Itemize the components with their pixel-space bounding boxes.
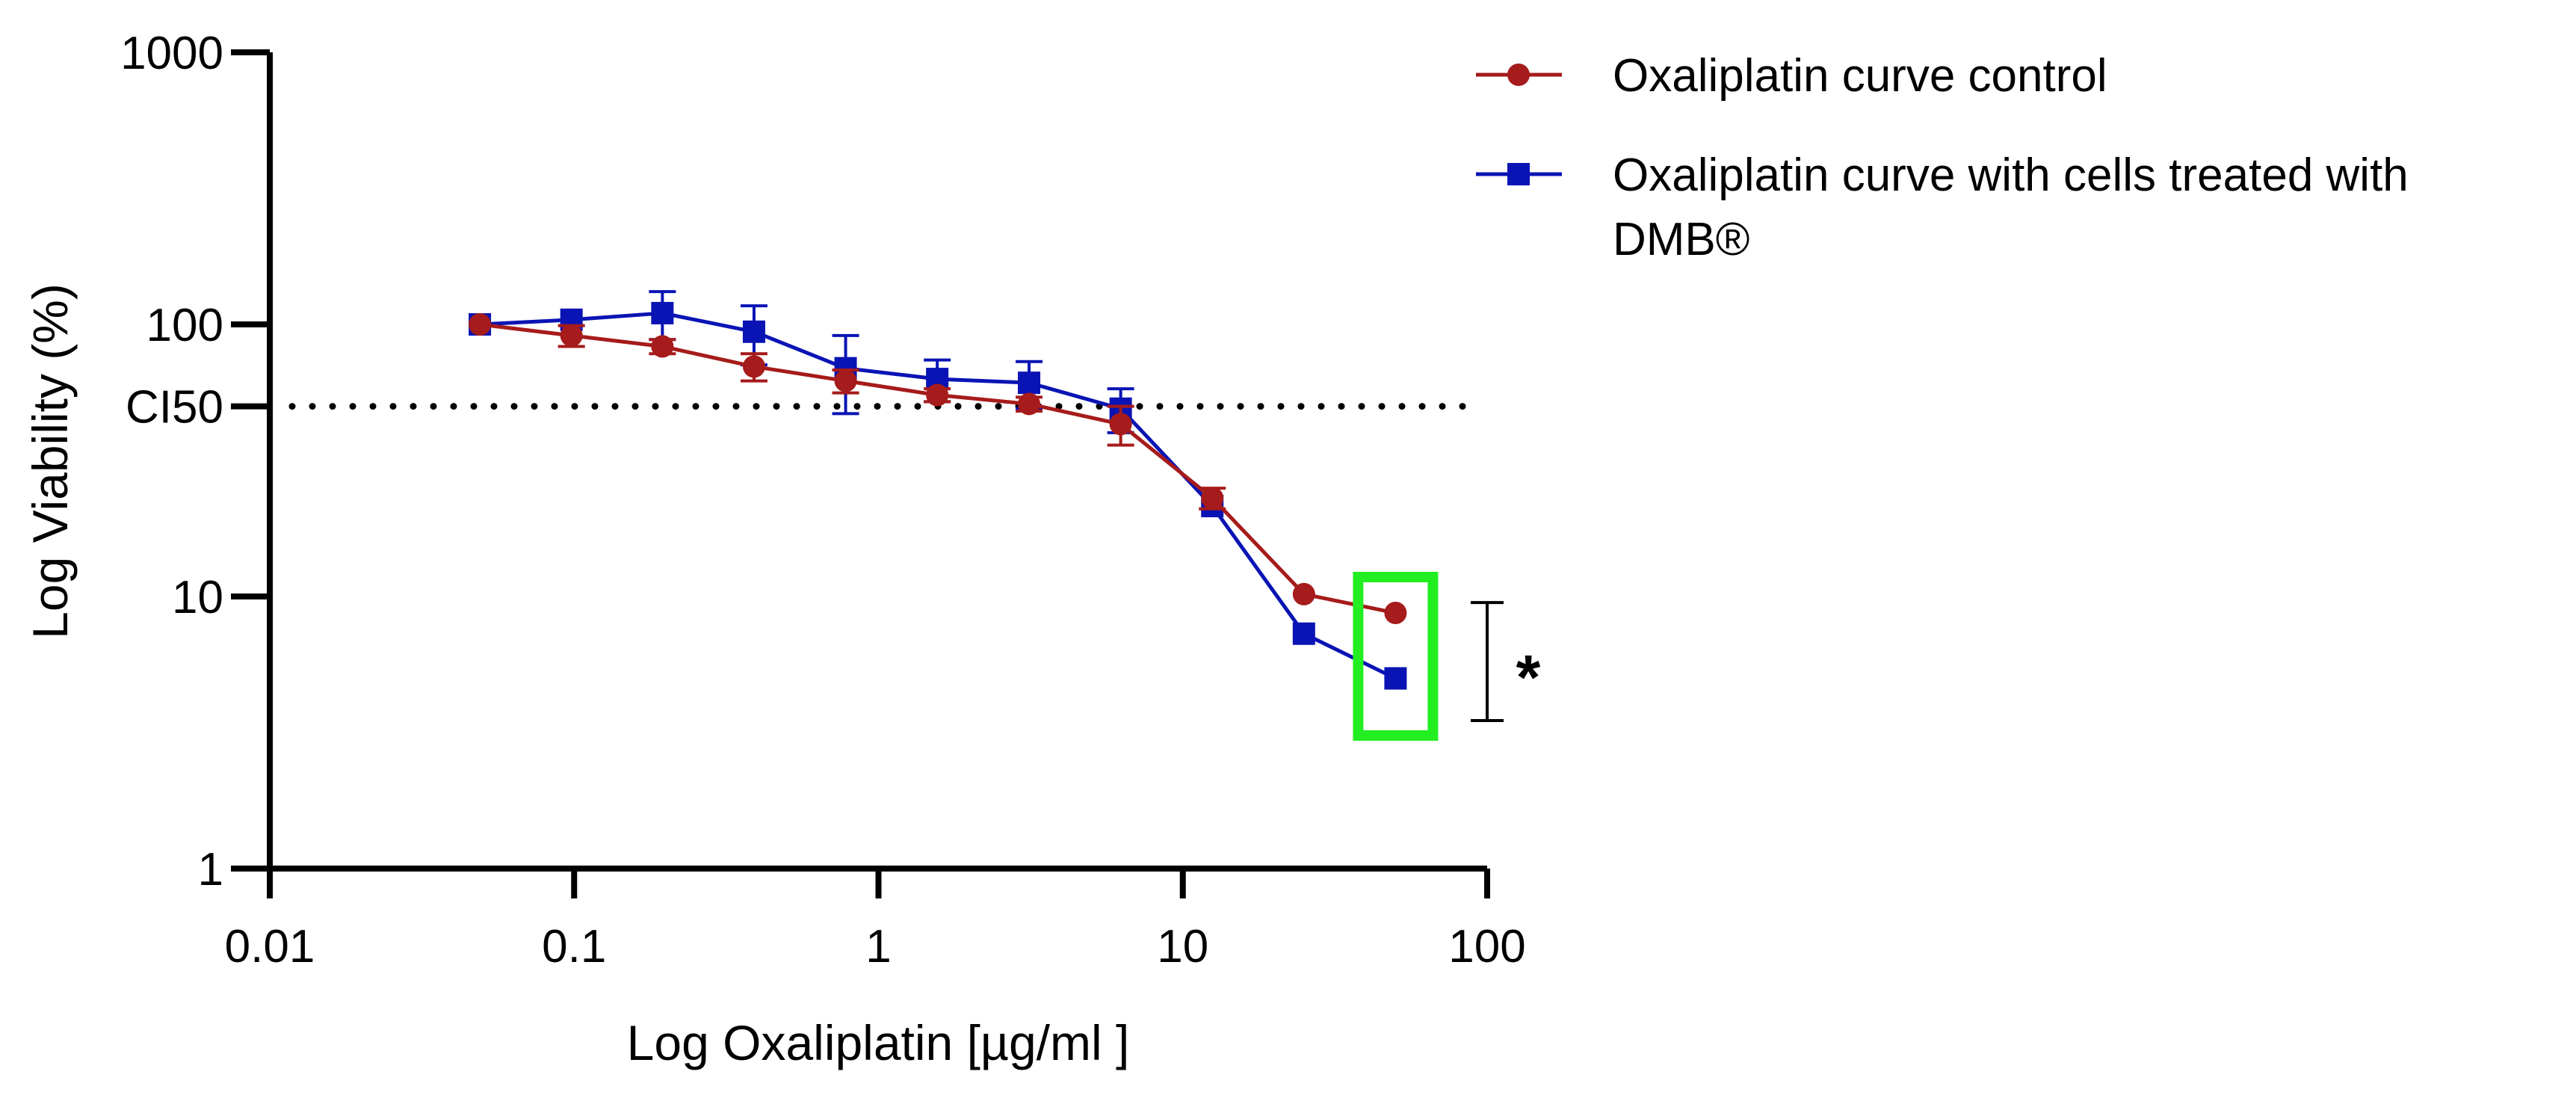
data-point (742, 355, 765, 378)
data-point (742, 320, 765, 343)
y-tick-label: 100 (146, 300, 223, 351)
data-point (651, 335, 674, 358)
x-axis-title: Log Oxaliplatin [µg/ml ] (627, 1015, 1130, 1070)
legend-label: Oxaliplatin curve control (1613, 50, 2107, 102)
y-tick-label: 1 (198, 844, 223, 895)
x-tick-label: 0.1 (542, 921, 606, 972)
data-point (834, 369, 857, 392)
data-point (560, 324, 583, 347)
y-axis-title: Log Viability (%) (22, 283, 78, 639)
legend-item-dmb: Oxaliplatin curve with cells treated wit… (1476, 149, 2409, 265)
data-point (1018, 371, 1041, 395)
data-point (1384, 602, 1407, 625)
legend: Oxaliplatin curve control Oxaliplatin cur… (1476, 50, 2409, 265)
data-point (1201, 487, 1224, 510)
data-point (1384, 667, 1407, 690)
data-point (469, 313, 492, 336)
data-point (651, 301, 674, 324)
legend-marker (1507, 64, 1530, 86)
significance-asterisk: * (1516, 642, 1541, 712)
legend-item-control: Oxaliplatin curve control (1476, 50, 2107, 102)
legend-label: Oxaliplatin curve with cells treated wit… (1613, 149, 2409, 201)
x-tick-label: 100 (1448, 921, 1525, 972)
data-point (1109, 413, 1132, 436)
x-tick-label: 0.01 (225, 921, 315, 972)
x-tick-label: 1 (865, 921, 891, 972)
y-tick-label: 10 (172, 572, 223, 623)
data-point (926, 383, 949, 407)
highlight-box (1353, 572, 1439, 741)
annotations: * (1353, 572, 1541, 741)
series-control (469, 313, 1407, 625)
x-tick-label: 10 (1157, 921, 1208, 972)
axes (267, 52, 1487, 872)
data-point (1292, 582, 1315, 605)
series (469, 290, 1407, 690)
legend-marker (1507, 163, 1530, 185)
legend-label: DMB® (1613, 214, 1749, 265)
ci50-label: CI50 (126, 382, 223, 434)
data-point (1018, 392, 1041, 416)
y-tick-label: 1000 (120, 28, 223, 79)
ticks: 0.01 0.1 1 10 100 1 10 100 1000 CI50 (120, 28, 1526, 972)
data-point (1292, 622, 1315, 645)
series-dmb (469, 290, 1407, 690)
